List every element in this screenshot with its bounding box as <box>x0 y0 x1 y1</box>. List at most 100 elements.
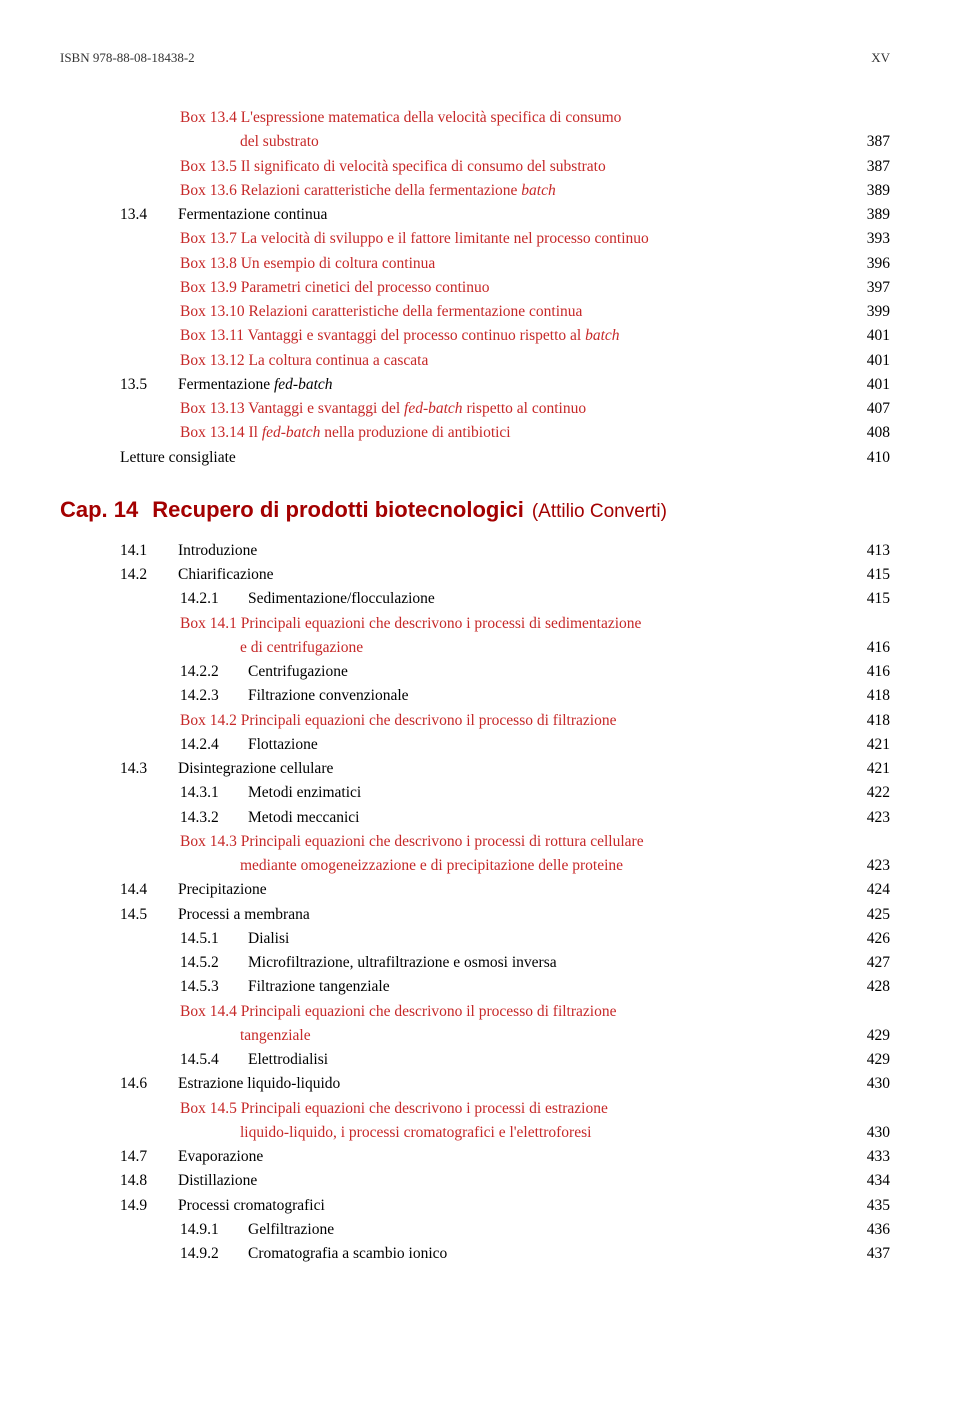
toc-entry-label: Box 14.1 Principali equazioni che descri… <box>180 612 651 635</box>
toc-entry-label: Fermentazione fed-batch <box>178 373 343 396</box>
toc-entry-label: Distillazione <box>178 1169 267 1192</box>
toc-entry-page: 425 <box>848 903 890 926</box>
toc-entry-number: 14.2.3 <box>180 684 248 707</box>
toc-entry-label: Box 14.2 Principali equazioni che descri… <box>180 709 626 732</box>
toc-entry-label: Box 14.4 Principali equazioni che descri… <box>180 1000 626 1023</box>
toc-line: 13.4Fermentazione continua 389 <box>120 203 890 226</box>
toc-line: 14.4Precipitazione424 <box>120 878 890 901</box>
toc-entry-number: 14.2.2 <box>180 660 248 683</box>
toc-entry-label: Box 13.7 La velocità di sviluppo e il fa… <box>180 227 659 250</box>
toc-entry-page: 424 <box>848 878 890 901</box>
toc-line: Box 13.9 Parametri cinetici del processo… <box>180 276 890 299</box>
toc-entry-number: 14.4 <box>120 878 178 901</box>
toc-entry-label: Disintegrazione cellulare <box>178 757 343 780</box>
toc-entry-page: 433 <box>848 1145 890 1168</box>
toc-entry-label: Chiarificazione <box>178 563 284 586</box>
toc-entry-page: 421 <box>848 757 890 780</box>
toc-entry-label: Box 13.9 Parametri cinetici del processo… <box>180 276 500 299</box>
toc-entry-page: 436 <box>848 1218 890 1241</box>
toc-entry-number: 14.2 <box>120 563 178 586</box>
toc-line: 14.6Estrazione liquido-liquido430 <box>120 1072 890 1095</box>
toc-line: 14.8Distillazione434 <box>120 1169 890 1192</box>
toc-entry-page: 399 <box>848 300 890 323</box>
toc-line: liquido-liquido, i processi cromatografi… <box>240 1121 890 1144</box>
toc-line: Box 13.10 Relazioni caratteristiche dell… <box>180 300 890 323</box>
toc-entry-number: 14.2.1 <box>180 587 248 610</box>
toc-line: mediante omogeneizzazione e di precipita… <box>240 854 890 877</box>
toc-entry-page: 389 <box>848 203 890 226</box>
toc-entry-number: 14.5.3 <box>180 975 248 998</box>
toc-entry-number: 14.7 <box>120 1145 178 1168</box>
toc-entry-label: Processi cromatografici <box>178 1194 335 1217</box>
toc-line: 14.5.2Microfiltrazione, ultrafiltrazione… <box>180 951 890 974</box>
toc-entry-page: 430 <box>848 1121 890 1144</box>
toc-entry-label: Introduzione <box>178 539 267 562</box>
toc-entry-label: liquido-liquido, i processi cromatografi… <box>240 1121 601 1144</box>
toc-entry-number: 13.5 <box>120 373 178 396</box>
toc-entry-page: 429 <box>848 1048 890 1071</box>
toc-entry-page: 387 <box>848 155 890 178</box>
toc-line: 14.5.3Filtrazione tangenziale428 <box>180 975 890 998</box>
toc-entry-label: Box 13.6 Relazioni caratteristiche della… <box>180 179 566 202</box>
toc-line: 14.2.4Flottazione421 <box>180 733 890 756</box>
toc-line: Box 14.5 Principali equazioni che descri… <box>180 1097 890 1120</box>
toc-entry-label: Sedimentazione/flocculazione <box>248 587 445 610</box>
toc-line: Box 14.2 Principali equazioni che descri… <box>180 709 890 732</box>
toc-entry-page: 410 <box>848 446 890 469</box>
toc-entry-page: 415 <box>848 563 890 586</box>
toc-entry-number: 14.1 <box>120 539 178 562</box>
toc-entry-number: 14.9 <box>120 1194 178 1217</box>
toc-entry-number: 14.5.1 <box>180 927 248 950</box>
toc-line: del substrato387 <box>240 130 890 153</box>
toc-entry-number: 14.3.1 <box>180 781 248 804</box>
toc-entry-page: 418 <box>848 684 890 707</box>
toc-entry-page: 426 <box>848 927 890 950</box>
toc-entry-number: 14.5 <box>120 903 178 926</box>
toc-entry-label: Box 13.5 Il significato di velocità spec… <box>180 155 616 178</box>
toc-entry-label: Box 13.13 Vantaggi e svantaggi del fed-b… <box>180 397 596 420</box>
toc-line: 14.7Evaporazione 433 <box>120 1145 890 1168</box>
toc-line: Box 13.13 Vantaggi e svantaggi del fed-b… <box>180 397 890 420</box>
toc-entry-label: Box 13.12 La coltura continua a cascata <box>180 349 438 372</box>
toc-entry-page: 427 <box>848 951 890 974</box>
toc-entry-label: Box 13.8 Un esempio di coltura continua <box>180 252 445 275</box>
toc-line: 14.5.1Dialisi 426 <box>180 927 890 950</box>
toc-entry-label: e di centrifugazione <box>240 636 373 659</box>
toc-entry-page: 397 <box>848 276 890 299</box>
toc-entry-label: Dialisi <box>248 927 299 950</box>
toc-entry-page: 413 <box>848 539 890 562</box>
toc-entry-label: Cromatografia a scambio ionico <box>248 1242 457 1265</box>
toc-entry-label: Fermentazione continua <box>178 203 337 226</box>
chapter-title-text: Recupero di prodotti biotecnologici <box>152 497 524 523</box>
toc-entry-label: Box 13.14 Il fed-batch nella produzione … <box>180 421 521 444</box>
toc-line: Box 13.7 La velocità di sviluppo e il fa… <box>180 227 890 250</box>
toc-entry-page: 389 <box>848 179 890 202</box>
toc-entry-page: 430 <box>848 1072 890 1095</box>
toc-line: Box 13.6 Relazioni caratteristiche della… <box>180 179 890 202</box>
toc-entry-page: 407 <box>848 397 890 420</box>
toc-entry-label: Metodi meccanici <box>248 806 369 829</box>
chapter-author: (Attilio Converti) <box>532 501 667 523</box>
toc-entry-label: Centrifugazione <box>248 660 358 683</box>
toc-entry-number: 14.8 <box>120 1169 178 1192</box>
toc-entry-label: del substrato <box>240 130 329 153</box>
toc-line: Box 13.14 Il fed-batch nella produzione … <box>180 421 890 444</box>
toc-entry-label: mediante omogeneizzazione e di precipita… <box>240 854 633 877</box>
toc-line: 14.2.2Centrifugazione416 <box>180 660 890 683</box>
toc-entry-label: Evaporazione <box>178 1145 273 1168</box>
toc-line: e di centrifugazione 416 <box>240 636 890 659</box>
toc-line: Box 14.3 Principali equazioni che descri… <box>180 830 890 853</box>
toc-section-14: 14.1Introduzione 413 14.2Chiarificazione 41… <box>60 539 890 1266</box>
toc-entry-number: 14.3.2 <box>180 806 248 829</box>
toc-line: Letture consigliate410 <box>120 446 890 469</box>
toc-entry-page: 423 <box>848 806 890 829</box>
toc-entry-page: 396 <box>848 252 890 275</box>
toc-entry-page: 416 <box>848 636 890 659</box>
toc-entry-label: tangenziale <box>240 1024 321 1047</box>
toc-line: 14.3Disintegrazione cellulare421 <box>120 757 890 780</box>
toc-entry-label: Box 14.5 Principali equazioni che descri… <box>180 1097 618 1120</box>
chapter-prefix: Cap. 14 <box>60 497 138 523</box>
toc-entry-number: 13.4 <box>120 203 178 226</box>
toc-line: 14.5Processi a membrana425 <box>120 903 890 926</box>
toc-entry-page: 435 <box>848 1194 890 1217</box>
